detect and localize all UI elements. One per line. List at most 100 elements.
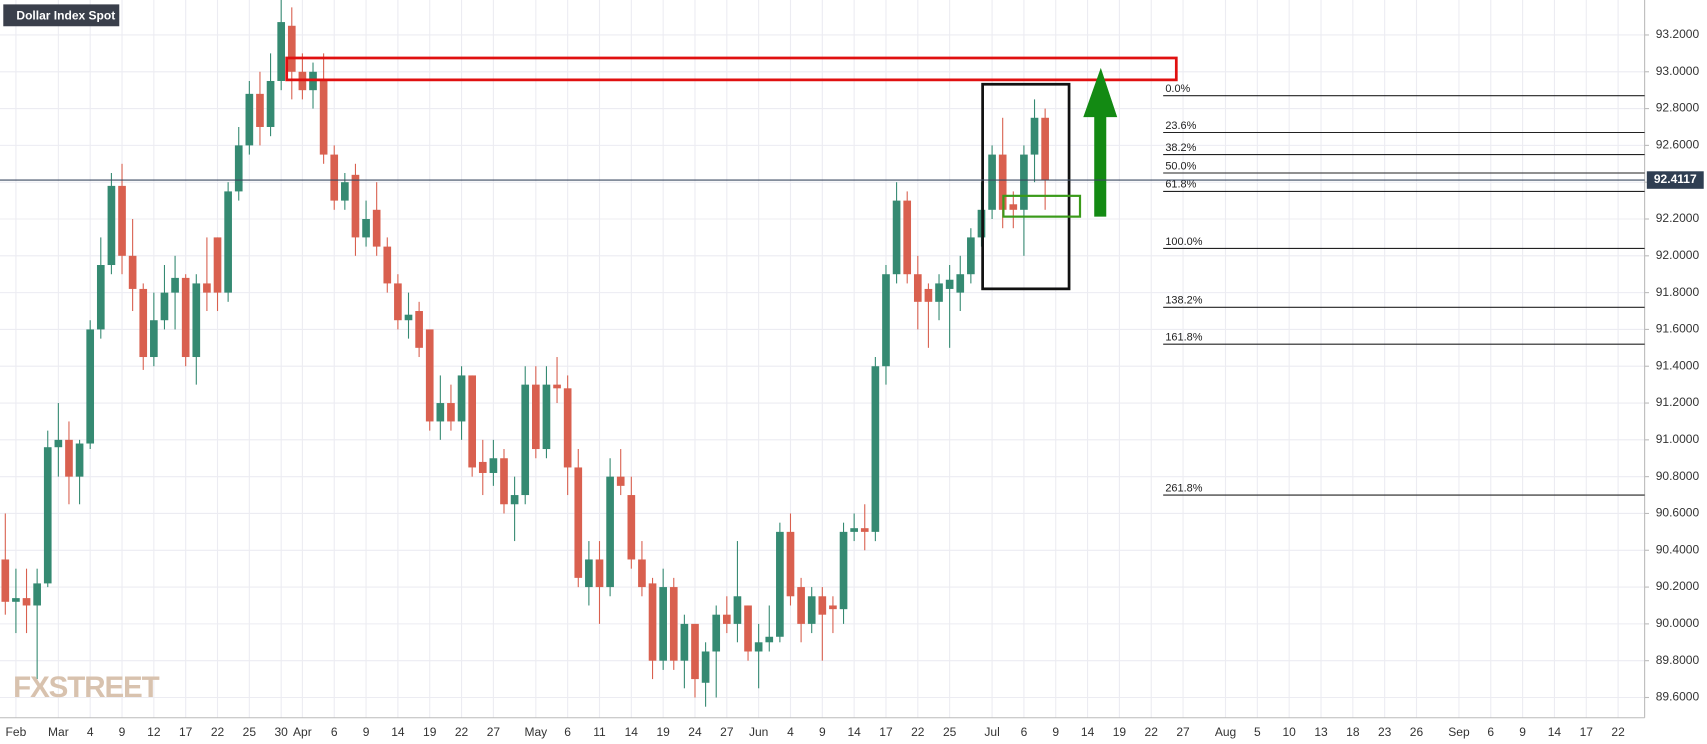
candle-body: [818, 596, 827, 615]
x-tick-label: 22: [1611, 725, 1625, 739]
candle-body: [425, 329, 434, 422]
x-tick-label: 9: [363, 725, 370, 739]
x-tick-label: 27: [1176, 725, 1190, 739]
x-tick-label: 17: [1580, 725, 1594, 739]
candle-body: [956, 274, 965, 293]
x-tick-label: 6: [1487, 725, 1494, 739]
x-tick-label: May: [524, 725, 547, 739]
up-arrow: [1083, 67, 1118, 217]
candle-body: [203, 283, 211, 293]
x-tick-label: 22: [455, 725, 469, 739]
x-tick-label: Mar: [48, 725, 69, 739]
fib-label: 0.0%: [1165, 83, 1190, 95]
x-tick-label: 17: [179, 725, 193, 739]
candle-body: [797, 587, 805, 624]
candle-body: [998, 154, 1007, 210]
candle-body: [967, 237, 975, 275]
candle-body: [1041, 117, 1049, 181]
last-price-label: 92.4117: [1654, 172, 1697, 186]
candle-body: [924, 288, 933, 302]
candle-body: [404, 314, 413, 321]
x-tick-label: 26: [1410, 725, 1424, 739]
candle-body: [1009, 204, 1018, 210]
candle-body: [213, 237, 222, 293]
x-tick-label: 4: [87, 725, 94, 739]
y-tick-label: 89.6000: [1656, 690, 1700, 704]
y-tick-label: 93.0000: [1656, 64, 1700, 78]
candle-body: [107, 185, 116, 266]
candle-body: [807, 596, 816, 624]
x-tick-label: 9: [1052, 725, 1059, 739]
x-tick-label: Aug: [1215, 725, 1236, 739]
candle-body: [139, 288, 148, 358]
candle-body: [319, 80, 328, 155]
candle-body: [457, 375, 466, 422]
y-tick-label: 90.0000: [1656, 616, 1700, 630]
candle-body: [468, 375, 476, 468]
candle-body: [43, 447, 52, 584]
y-tick-label: 90.6000: [1656, 506, 1700, 520]
x-tick-label: 22: [911, 725, 925, 739]
fib-label: 61.8%: [1165, 179, 1196, 191]
y-tick-label: 89.8000: [1656, 653, 1700, 667]
fib-label: 100.0%: [1165, 236, 1202, 248]
candle-body: [903, 200, 912, 275]
y-tick-label: 90.8000: [1656, 469, 1700, 483]
x-tick-label: 4: [787, 725, 794, 739]
x-tick-label: 6: [1021, 725, 1028, 739]
x-tick-label: 14: [847, 725, 861, 739]
candle-body: [680, 623, 689, 661]
candle-body: [287, 25, 296, 72]
candle-body: [478, 461, 487, 473]
candle-body: [330, 154, 339, 201]
candle-body: [171, 277, 179, 293]
candle-body: [256, 93, 264, 127]
candle-body: [606, 476, 614, 588]
x-tick-label: 19: [423, 725, 437, 739]
resistance-box: [285, 56, 1178, 82]
candle-body: [744, 605, 752, 652]
candle-body: [394, 283, 402, 321]
candle-body: [351, 174, 360, 238]
candle-body: [892, 200, 901, 275]
x-tick-label: Jul: [984, 725, 999, 739]
x-tick-label: 25: [243, 725, 257, 739]
last-price-tag: [1646, 171, 1704, 189]
y-tick-label: 92.6000: [1656, 138, 1700, 152]
y-tick-label: 92.8000: [1656, 101, 1700, 115]
candle-body: [669, 587, 678, 661]
candle-body: [935, 283, 943, 302]
candle-body: [1, 559, 10, 602]
fib-label: 161.8%: [1165, 331, 1202, 343]
y-tick-label: 91.2000: [1656, 395, 1700, 409]
candle-body: [160, 292, 169, 321]
x-tick-label: Apr: [293, 725, 312, 739]
x-tick-label: 13: [1314, 725, 1328, 739]
candle-body: [65, 439, 73, 477]
candle-body: [1020, 154, 1028, 210]
candle-body: [383, 246, 392, 284]
y-tick-label: 91.8000: [1656, 285, 1700, 299]
candle-body: [691, 623, 699, 680]
candle-body: [54, 439, 63, 448]
candle-body: [722, 614, 731, 624]
fib-label: 23.6%: [1165, 120, 1196, 132]
candle-body: [86, 329, 95, 444]
candle-body: [701, 651, 710, 683]
x-tick-label: 17: [879, 725, 893, 739]
candle-body: [882, 274, 890, 367]
y-tick-label: 90.4000: [1656, 542, 1700, 556]
candle-body: [913, 274, 922, 302]
candle-body: [765, 636, 774, 643]
candle-body: [341, 182, 349, 201]
x-tick-label: 24: [688, 725, 702, 739]
candle-body: [574, 467, 583, 578]
x-tick-label: 19: [656, 725, 670, 739]
candle-body: [224, 191, 232, 293]
candles: [1, 0, 1049, 707]
x-tick-label: 23: [1378, 725, 1392, 739]
candle-body: [489, 458, 498, 473]
y-tick-label: 91.0000: [1656, 432, 1700, 446]
x-tick-label: 27: [487, 725, 501, 739]
